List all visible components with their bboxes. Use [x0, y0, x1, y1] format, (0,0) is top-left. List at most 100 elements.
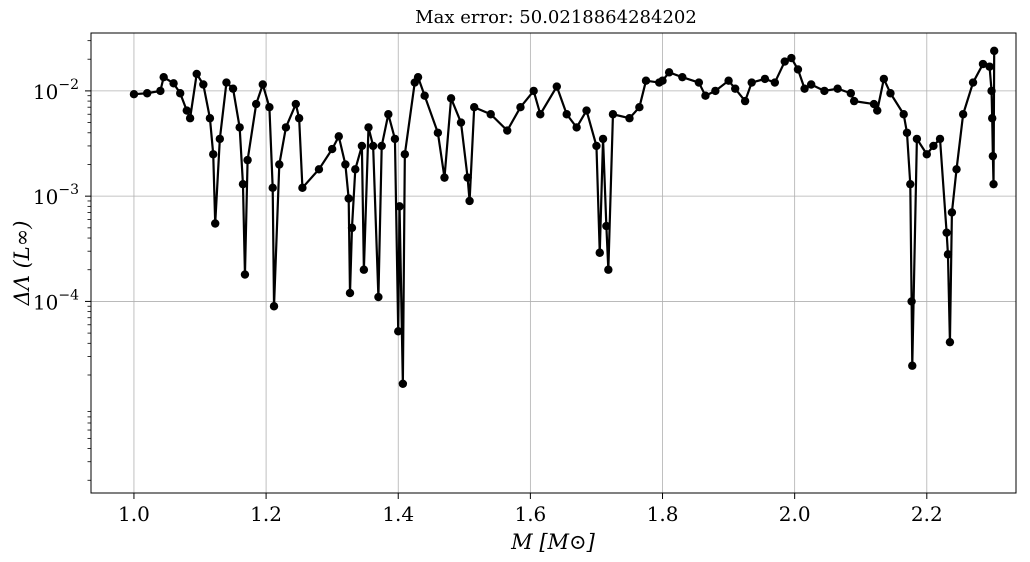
data-point — [413, 72, 423, 82]
data-point — [899, 110, 908, 119]
series-line — [133, 50, 996, 385]
data-point — [552, 82, 561, 91]
x-tick-label: 2.0 — [779, 502, 811, 526]
data-point — [598, 134, 608, 144]
data-point — [209, 150, 218, 159]
data-point — [740, 96, 750, 106]
data-point — [988, 114, 997, 123]
data-point — [384, 110, 393, 119]
data-point — [595, 248, 604, 257]
data-point — [398, 379, 408, 388]
x-tick-label: 1.8 — [647, 502, 679, 526]
data-point — [678, 72, 687, 82]
x-tick-label: 1.2 — [250, 502, 282, 526]
data-point — [908, 361, 917, 370]
data-point — [922, 150, 931, 159]
data-point — [849, 96, 859, 106]
data-point — [701, 91, 710, 100]
data-point — [275, 160, 284, 169]
data-point — [664, 68, 674, 77]
data-point — [912, 134, 922, 144]
data-point — [760, 74, 770, 84]
y-tick-label: 10−4 — [33, 287, 79, 314]
data-point — [886, 89, 895, 98]
data-point — [793, 65, 803, 74]
chart-title: Max error: 50.0218864284202 — [415, 7, 697, 28]
x-tick-labels: 1.0 1.2 1.4 1.6 1.8 2.0 2.2 — [118, 502, 943, 526]
data-point — [608, 110, 618, 119]
data-point — [906, 179, 915, 189]
data-point — [724, 76, 733, 85]
data-point — [820, 86, 829, 96]
data-point — [269, 302, 279, 311]
data-point — [294, 114, 304, 123]
data-point — [182, 106, 191, 115]
data-point — [604, 265, 613, 274]
data-point — [562, 110, 571, 119]
data-point — [374, 292, 383, 302]
data-point — [988, 151, 998, 161]
data-point — [869, 99, 879, 109]
x-axis-label: M [M⊙] — [510, 530, 595, 554]
data-point — [625, 114, 634, 123]
y-tick-labels: 10−2 10−3 10−4 — [33, 77, 79, 315]
x-tick-label: 1.6 — [514, 502, 546, 526]
data-point — [800, 84, 809, 93]
data-point — [243, 155, 252, 165]
x-tick-label: 1.0 — [118, 502, 150, 526]
data-point — [987, 86, 996, 96]
data-point — [377, 141, 386, 151]
plot-area — [129, 46, 999, 388]
data-point — [314, 165, 324, 174]
data-point — [258, 80, 267, 89]
data-point — [390, 134, 400, 144]
data-point — [359, 265, 369, 274]
data-point — [658, 76, 667, 85]
data-point — [228, 84, 238, 93]
data-point — [347, 223, 357, 233]
x-tick-label: 1.4 — [382, 502, 414, 526]
data-point — [291, 99, 301, 109]
tick-marks — [85, 40, 928, 499]
plot-frame — [90, 32, 1017, 494]
data-point — [985, 62, 994, 71]
data-point — [334, 132, 343, 141]
data-point — [192, 69, 201, 79]
data-point — [942, 228, 951, 237]
data-point — [211, 219, 220, 228]
data-point — [240, 270, 250, 279]
data-point — [400, 150, 410, 159]
data-point — [990, 46, 999, 56]
data-point — [711, 86, 720, 96]
data-point — [947, 208, 957, 217]
data-point — [298, 183, 307, 193]
data-point — [169, 79, 178, 88]
data-point — [747, 78, 756, 87]
data-point — [433, 128, 443, 137]
data-point — [879, 74, 889, 84]
data-point — [943, 250, 953, 259]
data-point — [142, 89, 152, 98]
data-point — [456, 118, 466, 127]
data-point — [446, 94, 456, 103]
data-point — [929, 141, 938, 151]
y-axis-label: ΔΛ (L∞) — [10, 221, 34, 307]
data-point — [952, 165, 961, 174]
data-point — [833, 84, 842, 93]
data-point — [281, 123, 291, 132]
data-point — [958, 110, 968, 119]
data-point — [978, 59, 988, 69]
data-point — [344, 194, 353, 203]
data-point — [968, 78, 978, 87]
data-point — [364, 123, 373, 132]
data-point — [463, 173, 472, 182]
y-tick-label: 10−2 — [33, 77, 79, 104]
data-point — [806, 80, 816, 89]
data-point — [635, 103, 644, 112]
data-point — [199, 80, 208, 89]
data-point — [516, 103, 525, 112]
data-point — [902, 128, 912, 137]
data-point — [503, 126, 512, 135]
data-point — [395, 202, 404, 211]
data-point — [770, 78, 780, 87]
